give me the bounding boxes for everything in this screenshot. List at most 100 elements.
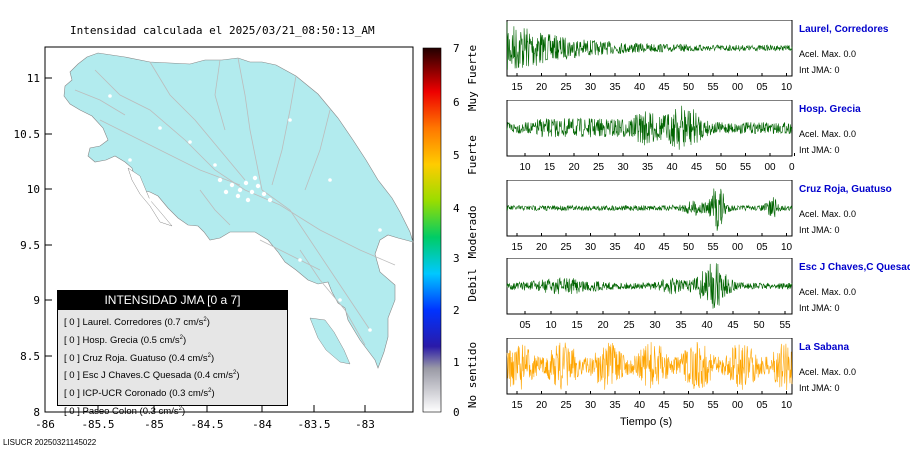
nicoya-gulf-coast (127, 167, 173, 227)
x-tick-label: -85 (144, 418, 164, 431)
time-tick-label: 35 (675, 320, 687, 331)
scale-number: 5 (453, 149, 460, 162)
time-tick-label: 20 (536, 82, 548, 93)
time-tick-label: 15 (511, 400, 523, 411)
y-tick-label: 9 (33, 294, 40, 307)
station-name: Cruz Roja, Guatuso (799, 184, 892, 195)
color-bar (422, 47, 442, 413)
time-tick-label: 30 (649, 320, 661, 331)
time-tick-label: 45 (691, 162, 703, 173)
x-tick-label: -85.5 (81, 418, 114, 431)
scale-number: 4 (453, 202, 460, 215)
time-tick-label: 05 (756, 400, 768, 411)
waveform-panel: 15 20 25 30 35 40 45 50 55 00 05 10 (506, 180, 793, 253)
intensity-color-scale: 7 6 5 4 3 2 1 0 Muy Fuerte Fuerte Moderado Debil No… (422, 42, 479, 419)
time-tick-label: 30 (585, 242, 597, 253)
legend-exponent: 2 (208, 388, 212, 394)
legend-item: [ 0 ] Laurel. Corredores (0.7 cm/s2) (64, 313, 287, 331)
station-name: Esc J Chaves,C Quesada (799, 262, 910, 273)
y-tick-label: 8.5 (20, 350, 40, 363)
waveform-trace (506, 188, 793, 231)
legend-bracket: [ 0 ] (64, 388, 80, 400)
waveform-trace (506, 21, 793, 70)
station-name: Laurel, Corredores (799, 24, 889, 35)
time-tick-label: 50 (683, 242, 695, 253)
legend-value: (0.5 cm/s (140, 334, 180, 346)
time-tick-label: 55 (707, 82, 719, 93)
legend-bracket: [ 0 ] (64, 352, 80, 364)
time-tick-label: 55 (740, 162, 752, 173)
time-tick-label: 05 (756, 82, 768, 93)
time-tick-label: 40 (701, 320, 713, 331)
scale-label: No sentido (466, 342, 479, 408)
scale-label: Debil (466, 268, 479, 301)
legend-exponent: 2 (179, 334, 183, 341)
scale-number: 7 (453, 42, 460, 55)
y-tick-label: 11 (27, 72, 40, 85)
legend-close: ) (206, 317, 210, 329)
y-tick-label: 9.5 (20, 239, 40, 252)
map-x-axis: -86 -85.5 -85 -84.5 -84 -83.5 -83 (35, 405, 375, 431)
time-tick-label: 35 (609, 400, 621, 411)
station-acel-max: Acel. Max. 0.0 (799, 209, 857, 219)
legend-close: ) (182, 334, 187, 346)
waveform-panel: 15 20 25 30 35 40 45 50 55 00 05 10 (506, 338, 793, 411)
time-tick-label: 45 (658, 400, 670, 411)
waveform-frame (506, 258, 793, 315)
legend-value: (0.4 cm/s (193, 370, 233, 382)
time-tick-label: 00 (732, 400, 744, 411)
time-tick-label: 35 (609, 82, 621, 93)
time-tick-label: 30 (585, 400, 597, 411)
scale-label: Muy Fuerte (466, 45, 479, 111)
time-tick-label: 30 (585, 82, 597, 93)
time-tick-label: 25 (593, 162, 605, 173)
legend-value: (0.4 cm/s (168, 352, 208, 364)
time-tick-label: 45 (727, 320, 739, 331)
time-tick-label: 00 (732, 82, 744, 93)
station-name: Hosp. Grecia (799, 104, 861, 115)
scale-labels: Muy Fuerte Fuerte Moderado Debil No sentido (466, 45, 479, 408)
station-acel-max: Acel. Max. 0.0 (799, 49, 857, 59)
legend-station-name: Hosp. Grecia (82, 334, 138, 346)
time-tick-label: 45 (658, 82, 670, 93)
legend-bracket: [ 0 ] (64, 334, 80, 346)
station-int-jma: Int JMA: 0 (799, 225, 840, 235)
time-tick-label: 10 (781, 400, 793, 411)
time-tick-label: 55 (707, 242, 719, 253)
time-tick-label: 15 (571, 320, 583, 331)
legend-station-name: Esc J Chaves.C Quesada (82, 370, 192, 382)
time-tick-label: 10 (781, 242, 793, 253)
time-axis-label: Tiempo (s) (620, 416, 673, 428)
time-tick-label: 50 (683, 400, 695, 411)
station-int-jma: Int JMA: 0 (799, 145, 840, 155)
legend-station-name: Paseo Colon (82, 405, 137, 417)
time-tick-label: 50 (715, 162, 727, 173)
time-tick-label: 15 (511, 242, 523, 253)
station-dots (108, 94, 382, 332)
time-tick-label: 25 (560, 400, 572, 411)
legend-exponent: 2 (203, 317, 207, 323)
scale-number: 2 (453, 304, 460, 317)
station-acel-max: Acel. Max. 0.0 (799, 367, 857, 377)
legend-station-name: Cruz Roja. Guatuso (82, 352, 166, 364)
time-tick-label: 05 (519, 320, 531, 331)
intensity-legend: INTENSIDAD JMA [0 a 7] [ 0 ] Laurel. Cor… (57, 290, 288, 417)
time-tick-label: 50 (753, 320, 765, 331)
time-tick-label: 55 (779, 320, 791, 331)
legend-station-name: Laurel. Corredores (82, 317, 162, 329)
time-tick-label: 15 (511, 82, 523, 93)
time-tick-label: 35 (609, 242, 621, 253)
station-int-jma: Int JMA: 0 (799, 65, 840, 75)
legend-bracket: [ 0 ] (64, 405, 80, 417)
y-tick-label: 10.5 (14, 128, 41, 141)
station-int-jma: Int JMA: 0 (799, 383, 840, 393)
time-tick-label: 40 (634, 400, 646, 411)
legend-value: (0.7 cm/s (164, 317, 204, 329)
time-tick-label: 40 (634, 242, 646, 253)
scale-label: Fuerte (466, 135, 479, 175)
time-tick-label: 05 (789, 162, 795, 173)
station-name: La Sabana (799, 342, 850, 353)
legend-close: ) (236, 370, 240, 382)
waveform-panel: 10 15 20 25 30 35 40 45 50 55 00 05 (506, 100, 795, 173)
